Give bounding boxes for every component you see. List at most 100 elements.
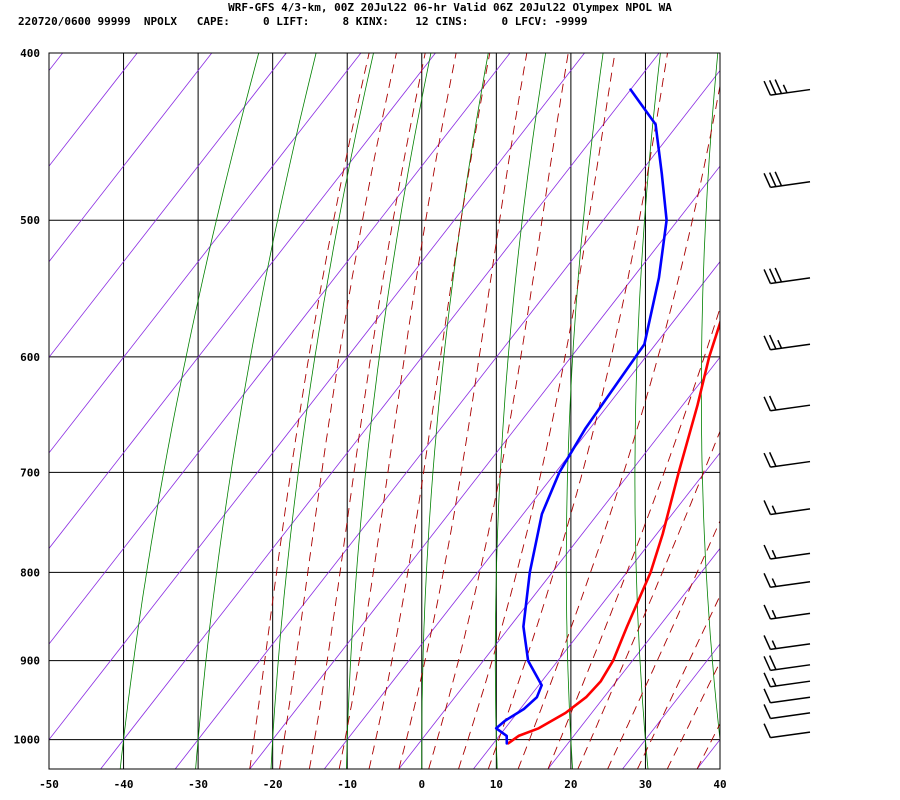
barb-flag (771, 549, 777, 559)
wind-barb (763, 635, 811, 651)
moist-adiabat-20 (547, 306, 720, 769)
barb-staff (770, 88, 811, 96)
x-tick-label: 40 (713, 778, 726, 791)
barb-flag (774, 79, 783, 94)
p-tick-label: 1000 (14, 734, 41, 747)
moist-adiabat-4 (428, 53, 569, 769)
dry-adiabat-0 (421, 53, 489, 769)
isotherm-30 (622, 643, 720, 769)
dry-adiabat-10 (494, 53, 547, 769)
barb-flag (768, 655, 777, 670)
x-tick-label: 10 (490, 778, 503, 791)
barb-flag (771, 640, 777, 649)
barb-flag (768, 172, 777, 187)
p-tick-label: 500 (20, 214, 40, 227)
dry-adiabat-60 (828, 53, 874, 769)
wind-barb (763, 500, 811, 516)
x-tick-label: 0 (418, 778, 425, 791)
wind-barb (763, 267, 811, 285)
barb-flag (782, 84, 788, 94)
moist-adiabat-16 (517, 83, 720, 769)
dry-adiabat-lines (119, 53, 900, 769)
isotherm-10 (473, 452, 720, 769)
barb-flag (763, 723, 772, 738)
wind-barb (763, 688, 811, 704)
temperature-tick-labels: -50 -40 -30 -20 -10 0 10 20 30 40 (39, 778, 727, 791)
moist-adiabat-0 (398, 53, 528, 769)
barb-staff (770, 460, 811, 468)
barb-flag (771, 578, 777, 587)
moist-adiabat-12 (487, 53, 668, 769)
barb-flag (763, 572, 772, 588)
isotherm-0 (398, 356, 720, 769)
dry-adiabat-20 (565, 53, 604, 769)
barb-flag (763, 672, 772, 688)
x-tick-label: -40 (114, 778, 134, 791)
barb-staff (770, 712, 811, 720)
isotherm--20 (249, 165, 720, 769)
barb-staff (770, 277, 811, 285)
isotherm-40 (696, 738, 720, 769)
wind-barb (763, 704, 811, 720)
barb-flag (774, 267, 783, 283)
temperature-line (507, 319, 720, 745)
barb-flag (763, 500, 772, 515)
isotherm--100 (49, 53, 213, 263)
barb-flag (763, 80, 772, 96)
x-tick-label: -10 (337, 778, 357, 791)
barb-staff (770, 552, 811, 560)
barb-flag (777, 339, 783, 349)
wind-barb (763, 452, 811, 468)
barb-flag (763, 173, 772, 188)
barb-flag (768, 268, 777, 283)
x-tick-label: 30 (639, 778, 652, 791)
barb-staff (770, 404, 811, 412)
moist-adiabat--12 (308, 53, 426, 769)
barb-flag (763, 656, 772, 671)
wind-barb (763, 604, 811, 620)
p-tick-label: 800 (20, 566, 40, 579)
wind-barb (763, 171, 811, 189)
wind-barb (763, 334, 811, 351)
plot-frame (48, 52, 721, 770)
moist-adiabat-24 (577, 430, 720, 769)
barb-flag (763, 396, 772, 412)
isotherm--40 (100, 53, 660, 769)
isotherm--70 (49, 53, 436, 550)
x-tick-label: -50 (39, 778, 59, 791)
isotherm--30 (174, 69, 720, 769)
barb-flag (768, 334, 777, 350)
x-tick-label: -20 (263, 778, 283, 791)
isotherm--80 (49, 53, 362, 454)
barb-staff (770, 680, 811, 688)
x-tick-label: 20 (564, 778, 577, 791)
barb-staff (770, 731, 811, 739)
moist-adiabat--4 (368, 53, 491, 769)
moist-adiabat-8 (458, 53, 616, 769)
moist-adiabat-28 (607, 519, 720, 769)
moist-adiabat--8 (338, 53, 457, 769)
isotherm-60 (846, 53, 900, 769)
barb-flag (763, 269, 772, 284)
moist-adiabat-36 (666, 661, 720, 769)
moist-adiabat--16 (279, 53, 397, 769)
wind-barb (763, 79, 811, 96)
pressure-grid (49, 53, 720, 769)
wind-barb (763, 723, 811, 739)
p-tick-label: 400 (20, 47, 40, 60)
dry-adiabat-70 (889, 53, 900, 769)
barb-flag (768, 395, 777, 411)
dry-adiabat-30 (634, 53, 661, 769)
barb-flag (763, 635, 772, 650)
barb-flag (768, 452, 777, 467)
barb-flag (763, 604, 772, 620)
barb-staff (770, 343, 811, 351)
barb-flag (763, 335, 772, 351)
isotherm-lines (49, 53, 900, 769)
sounding-profiles (494, 88, 720, 745)
barb-flag (763, 704, 772, 719)
isotherm--50 (49, 53, 585, 741)
dry-adiabat-40 (700, 53, 720, 744)
dewpoint-line (494, 88, 668, 745)
